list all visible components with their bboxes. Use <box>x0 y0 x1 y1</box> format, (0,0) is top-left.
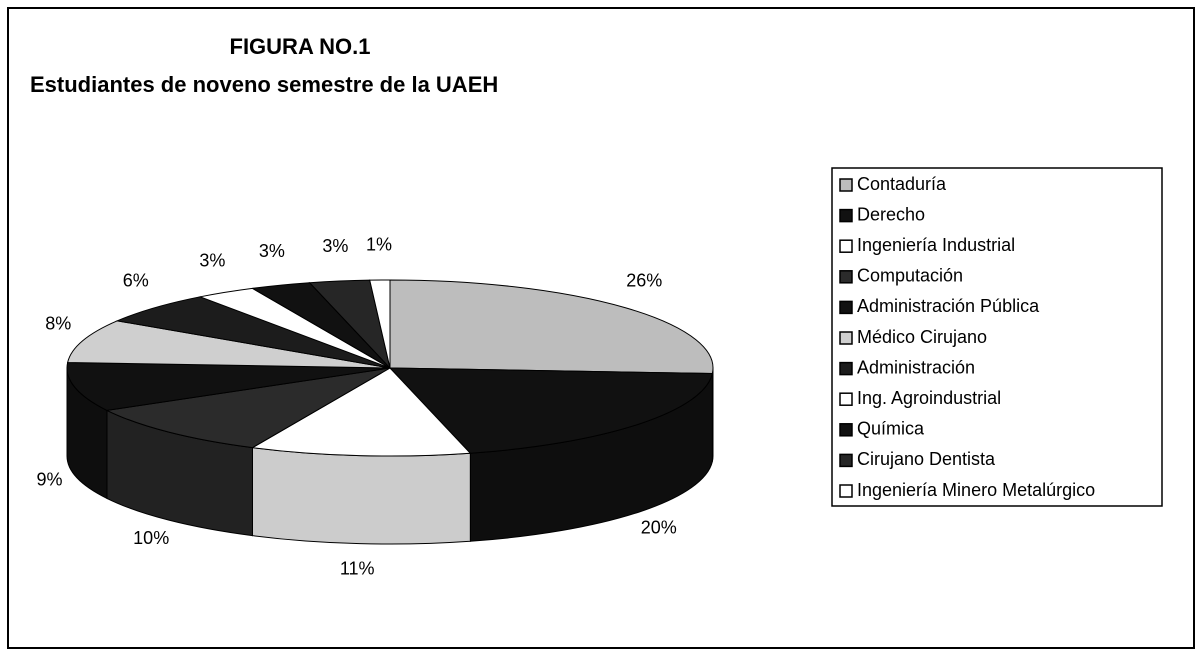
legend-label: Computación <box>857 266 963 286</box>
data-label: 3% <box>259 241 285 261</box>
legend-swatch <box>839 239 853 253</box>
legend-swatch <box>839 270 853 284</box>
slice-side <box>251 447 471 545</box>
legend-label: Médico Cirujano <box>857 327 987 347</box>
legend-label: Ingeniería Minero Metalúrgico <box>857 480 1095 500</box>
legend-box <box>831 167 1163 507</box>
slice <box>115 296 391 369</box>
data-label: 3% <box>322 236 348 256</box>
data-label: 20% <box>641 518 677 538</box>
legend-swatch <box>839 453 853 468</box>
legend-swatch <box>839 423 853 437</box>
slice <box>67 320 391 369</box>
legend-label: Cirujano Dentista <box>857 449 996 469</box>
data-label: 10% <box>133 528 169 548</box>
legend-swatch <box>839 208 853 223</box>
legend-swatch <box>839 331 853 345</box>
legend-label: Administración Pública <box>857 296 1040 316</box>
legend-swatch <box>839 392 853 406</box>
slice <box>250 367 472 457</box>
data-label: 3% <box>199 250 225 270</box>
chart-subtitle: Estudiantes de noveno semestre de la UAE… <box>30 72 498 97</box>
data-label: 8% <box>45 313 71 333</box>
legend-label: Ingeniería Industrial <box>857 235 1015 255</box>
slice <box>105 367 391 449</box>
data-label: 6% <box>123 270 149 290</box>
legend-swatch <box>839 300 853 315</box>
data-label: 26% <box>626 270 662 290</box>
slice <box>66 361 391 411</box>
slice <box>369 279 391 369</box>
slice <box>388 367 713 454</box>
legend-swatch <box>839 178 853 192</box>
data-label: 1% <box>366 234 392 254</box>
data-label: 9% <box>37 470 63 490</box>
chart-title: FIGURA NO.1 <box>230 34 371 59</box>
legend-label: Contaduría <box>857 174 947 194</box>
legend-label: Administración <box>857 357 975 377</box>
slice <box>389 279 714 375</box>
legend-label: Ing. Agroindustrial <box>857 388 1001 408</box>
legend-label: Química <box>857 419 925 439</box>
legend-swatch <box>839 361 853 376</box>
data-label: 11% <box>340 559 375 579</box>
legend-label: Derecho <box>857 204 925 224</box>
legend-swatch <box>839 484 853 498</box>
